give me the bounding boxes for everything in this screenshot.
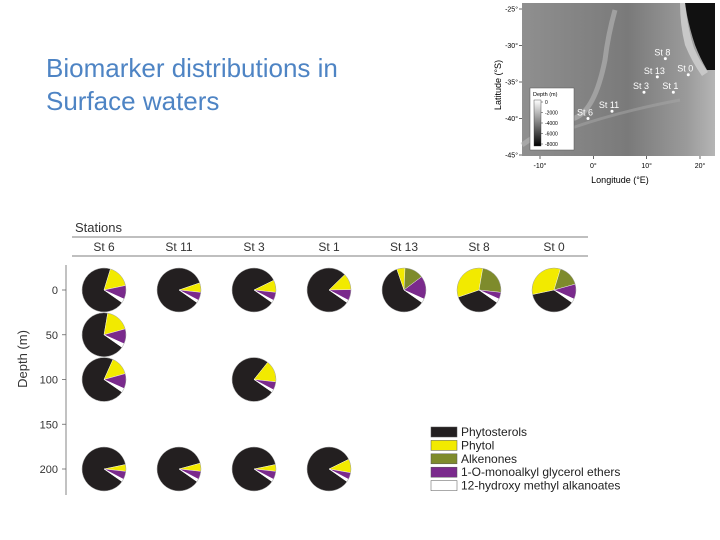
pie-outline bbox=[306, 446, 352, 492]
pie-outline bbox=[306, 267, 352, 313]
station-column-label: St 11 bbox=[165, 240, 192, 254]
legend-swatch bbox=[430, 466, 458, 478]
pie-st11-0m bbox=[156, 267, 202, 313]
pie-st6-50m bbox=[81, 312, 127, 357]
map-depth-legend-label: 0 bbox=[545, 100, 548, 106]
depth-ticks: 0 50 100 150 200 bbox=[40, 285, 66, 476]
legend-label: Alkenones bbox=[461, 452, 517, 466]
map-stations: St 8 St 0 St 13 St 3 St 1 St 11 St 6 bbox=[577, 48, 693, 120]
legend-swatch bbox=[430, 453, 458, 465]
map-depth-legend-label: -2000 bbox=[545, 111, 558, 117]
map-lat-tick-label: -40° bbox=[505, 115, 518, 123]
map-station-marker bbox=[663, 57, 667, 61]
legend-label: 1-O-monoalkyl glycerol ethers bbox=[461, 465, 620, 479]
station-column-label: St 13 bbox=[390, 240, 418, 254]
map-depth-legend-label: -8000 bbox=[545, 142, 558, 148]
station-column-label: St 0 bbox=[543, 240, 565, 254]
map-station-label: St 0 bbox=[677, 64, 693, 74]
map-station-marker bbox=[671, 90, 675, 94]
map-lat-tick-label: -45° bbox=[505, 152, 518, 160]
pie-outline bbox=[231, 267, 277, 313]
map-station-marker bbox=[610, 109, 614, 113]
pies bbox=[81, 267, 577, 492]
station-column-label: St 8 bbox=[468, 240, 490, 254]
map-lon-tick-label: 10° bbox=[641, 162, 652, 170]
map-x-axis-label: Longitude (°E) bbox=[591, 175, 649, 185]
map-station-label: St 13 bbox=[644, 66, 665, 76]
map-station-label: St 11 bbox=[599, 100, 619, 110]
map-depth-legend-title: Depth (m) bbox=[533, 92, 558, 98]
slide-title-line-2: Surface waters bbox=[46, 86, 220, 116]
pie-legend: PhytosterolsPhytolAlkenones1-O-monoalkyl… bbox=[430, 425, 620, 493]
depth-tick-label: 100 bbox=[40, 375, 58, 387]
pie-st13-0m bbox=[381, 267, 427, 313]
slide-title: Biomarker distributions in Surface water… bbox=[46, 52, 446, 118]
map-lon-tick-label: -10° bbox=[534, 162, 547, 170]
pie-st1-200m bbox=[306, 446, 352, 492]
station-map: Depth (m) 0 -2000 -4000 -6000 -8000 -25° -30°… bbox=[493, 3, 715, 185]
slide-title-line-1: Biomarker distributions in bbox=[46, 53, 338, 83]
legend-swatch bbox=[430, 440, 458, 451]
map-station-marker bbox=[655, 75, 659, 79]
pie-st0-0m bbox=[531, 267, 577, 313]
map-station-marker bbox=[586, 117, 590, 120]
pie-outline bbox=[231, 357, 277, 402]
pie-st6-0m bbox=[81, 267, 127, 313]
map-station-label: St 3 bbox=[633, 81, 649, 91]
pie-st6-200m bbox=[81, 446, 127, 492]
pie-outline bbox=[531, 267, 577, 313]
legend-swatch bbox=[430, 426, 458, 438]
station-labels: St 6 St 11 St 3 St 1 St 13 St 8 St 0 bbox=[93, 240, 565, 254]
pie-outline bbox=[81, 312, 127, 357]
pie-outline bbox=[231, 446, 277, 492]
station-column-label: St 1 bbox=[318, 240, 340, 254]
stations-header: Stations bbox=[75, 220, 122, 235]
station-column-label: St 6 bbox=[93, 240, 115, 254]
pie-outline bbox=[81, 267, 127, 313]
pie-st3-200m bbox=[231, 446, 277, 492]
pie-st8-0m bbox=[456, 267, 502, 313]
map-y-axis-label: Latitude (°S) bbox=[493, 60, 503, 110]
map-lon-tick-label: 0° bbox=[590, 162, 597, 170]
map-depth-legend-label: -6000 bbox=[545, 132, 558, 138]
station-column-label: St 3 bbox=[243, 240, 265, 254]
map-station-marker bbox=[642, 90, 646, 94]
map-station-label: St 1 bbox=[662, 81, 678, 91]
map-station-marker bbox=[686, 73, 690, 77]
depth-axis-label: Depth (m) bbox=[15, 330, 30, 388]
pie-grid-chart: Stations St 6 St 11 St 3 St 1 St 13 St 8 St 0 … bbox=[15, 220, 620, 495]
legend-label: Phytol bbox=[461, 438, 494, 452]
map-lat-tick-label: -35° bbox=[505, 79, 518, 87]
map-shelf bbox=[680, 3, 708, 76]
map-lon-tick-label: 20° bbox=[695, 162, 706, 170]
pie-st1-0m bbox=[306, 267, 352, 313]
map-station-label: St 6 bbox=[577, 108, 593, 118]
map-lat-tick-label: -30° bbox=[505, 42, 518, 50]
map-depth-legend-label: -4000 bbox=[545, 121, 558, 127]
map-depth-legend: Depth (m) 0 -2000 -4000 -6000 -8000 bbox=[529, 87, 575, 151]
pie-st11-200m bbox=[156, 446, 202, 492]
pie-outline bbox=[456, 267, 502, 313]
legend-swatch bbox=[430, 480, 458, 491]
pie-outline bbox=[381, 267, 427, 313]
legend-label: 12-hydroxy methyl alkanoates bbox=[461, 479, 620, 493]
pie-outline bbox=[81, 446, 127, 492]
depth-tick-label: 0 bbox=[52, 285, 58, 297]
legend-label: Phytosterols bbox=[461, 425, 527, 439]
map-station-label: St 8 bbox=[654, 48, 670, 58]
depth-tick-label: 200 bbox=[40, 464, 58, 476]
pie-slice-alkenones bbox=[478, 268, 502, 293]
pie-st6-100m bbox=[81, 357, 127, 402]
map-lat-tick-label: -25° bbox=[505, 6, 518, 14]
pie-outline bbox=[156, 267, 202, 313]
pie-outline bbox=[81, 357, 127, 402]
depth-tick-label: 150 bbox=[40, 419, 58, 431]
pie-outline bbox=[156, 446, 202, 492]
map-land-africa bbox=[685, 3, 715, 70]
pie-st3-100m bbox=[231, 357, 277, 402]
depth-tick-label: 50 bbox=[46, 330, 58, 342]
map-axes: -25° -30° -35° -40° -45° -10° 0° 10° 20° bbox=[505, 6, 705, 171]
pie-st3-0m bbox=[231, 267, 277, 313]
